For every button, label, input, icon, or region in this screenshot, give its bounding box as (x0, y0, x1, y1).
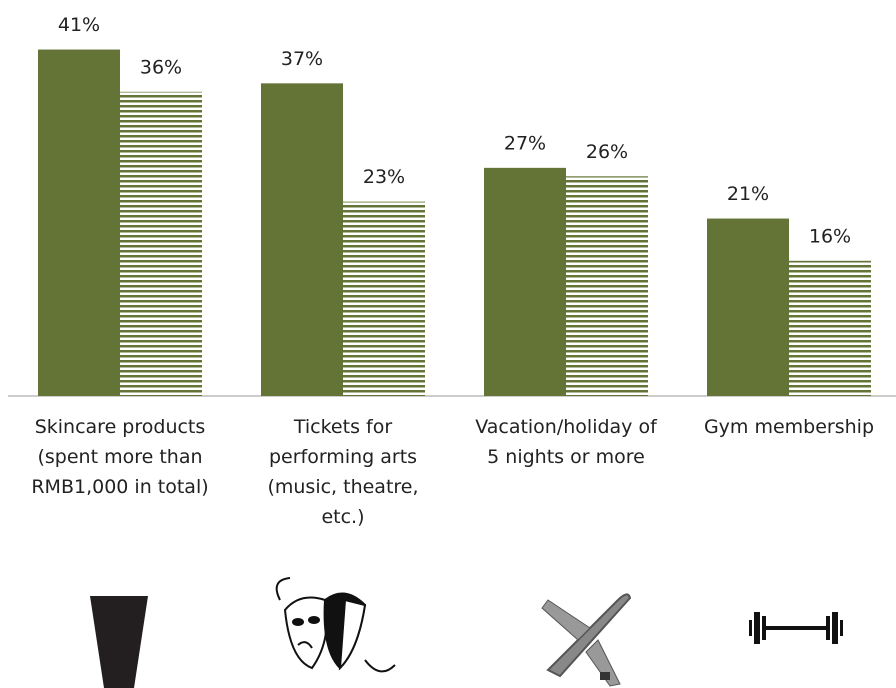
data-label: 36% (140, 56, 182, 78)
bar (484, 167, 566, 396)
icon-skincare (90, 596, 148, 688)
bar (38, 49, 120, 397)
data-label: 23% (363, 166, 405, 188)
data-label: 16% (809, 225, 851, 247)
category-label: Skincare products (spent more than RMB1,… (31, 416, 209, 498)
bar (707, 218, 789, 396)
bar (261, 83, 343, 396)
bar (343, 201, 425, 396)
category-label: Gym membership (703, 416, 875, 438)
icon-dumbbell (749, 612, 843, 644)
data-label: 37% (281, 48, 323, 70)
icon-theatre-masks (275, 577, 396, 673)
icon-airplane (541, 593, 632, 687)
category-label: Tickets for performing arts (music, thea… (267, 416, 419, 528)
data-label: 41% (58, 14, 100, 36)
data-label: 27% (504, 132, 546, 154)
category-label: Vacation/holiday of 5 nights or more (475, 416, 657, 468)
data-label: 21% (727, 183, 769, 205)
data-label: 26% (586, 141, 628, 163)
bar (789, 260, 871, 396)
bar (120, 91, 202, 397)
bar (566, 176, 648, 396)
